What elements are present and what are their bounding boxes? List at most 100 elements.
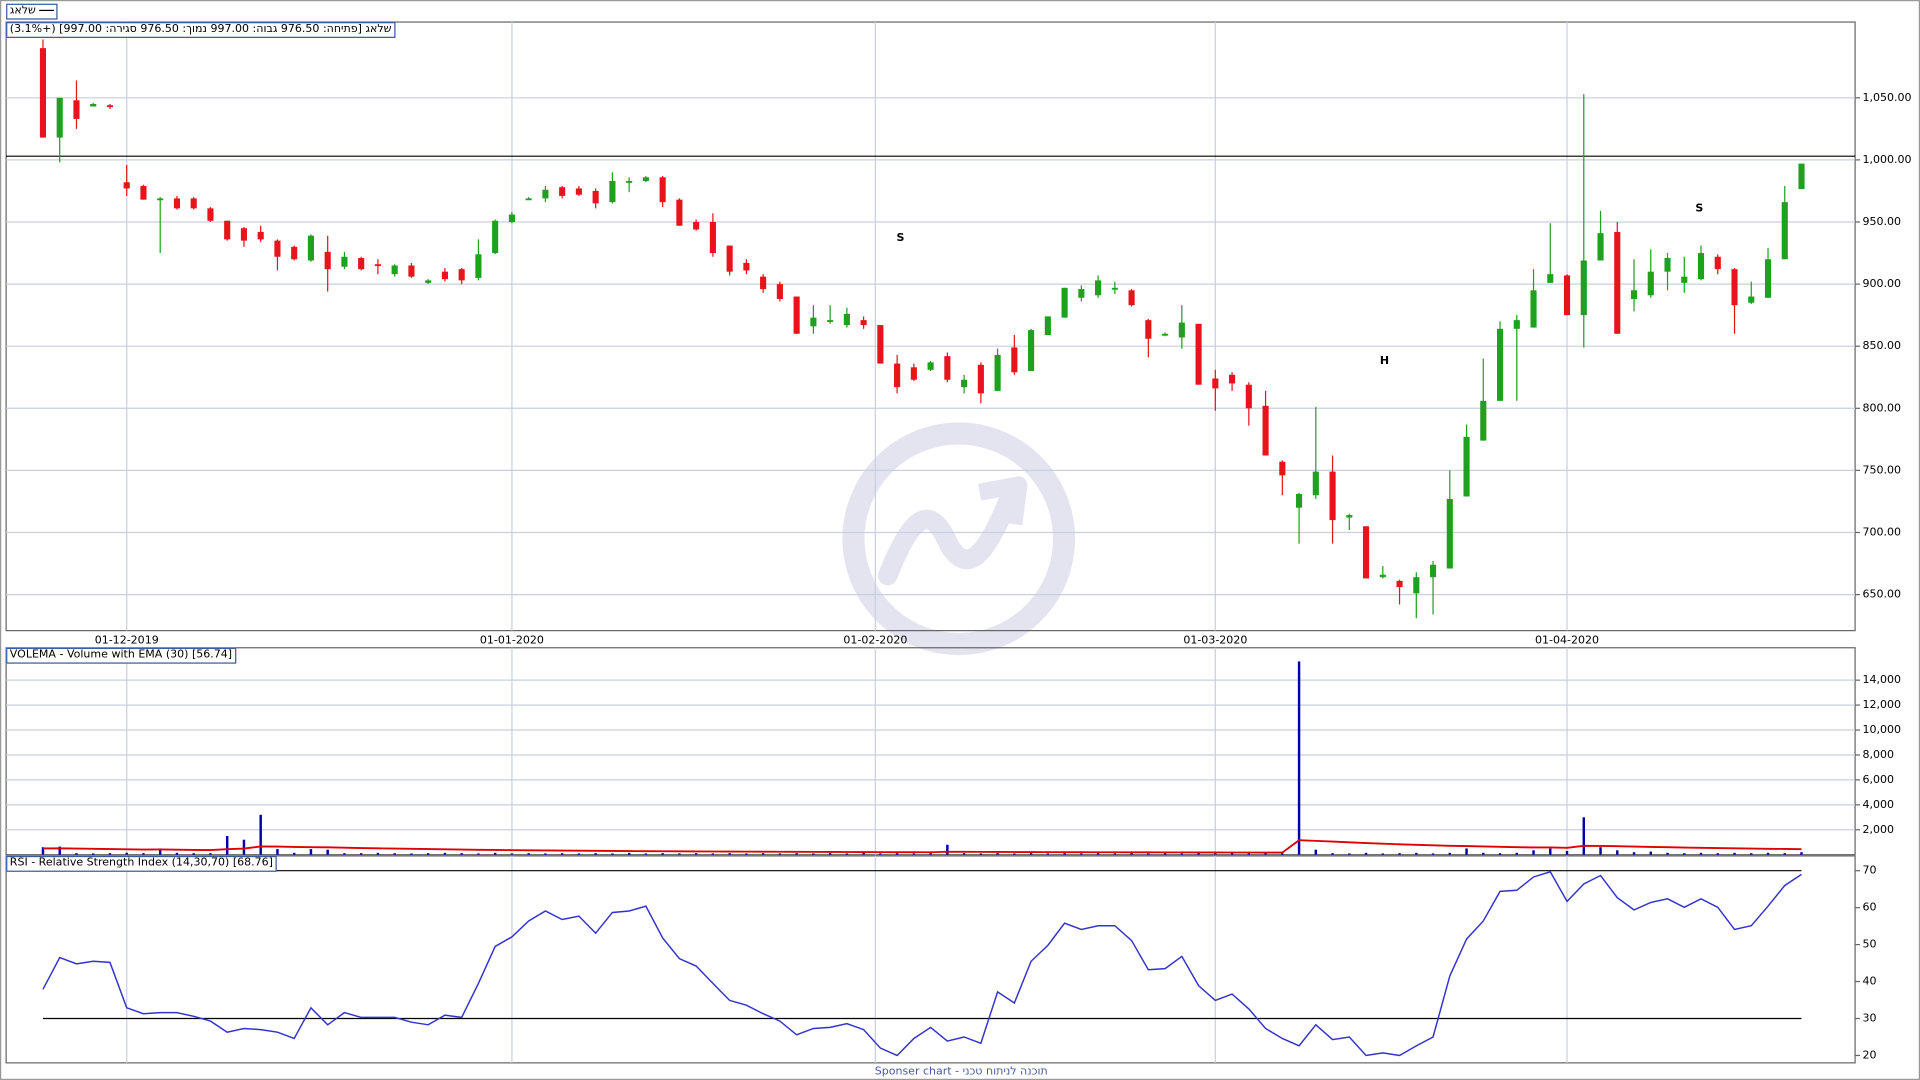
legend: שלאג xyxy=(6,3,58,20)
x-tick-label: 01-01-2020 xyxy=(480,633,544,646)
candle-body xyxy=(1162,333,1169,336)
candle-body xyxy=(1362,526,1370,579)
volume-panel xyxy=(5,647,1856,856)
volume-bar xyxy=(1281,853,1284,855)
y-tick-label: 800.00 xyxy=(1862,401,1901,414)
candle-body xyxy=(1262,405,1269,456)
volume-bar xyxy=(209,853,212,855)
rsi-line xyxy=(42,870,1802,1057)
candle-body xyxy=(391,265,398,275)
volume-bar xyxy=(929,853,932,855)
volume-bar xyxy=(1046,853,1050,855)
ema-line xyxy=(42,839,1802,854)
candle-body xyxy=(1128,290,1135,306)
volume-bar xyxy=(1683,853,1686,855)
volume-bar xyxy=(343,853,346,855)
candle-body xyxy=(475,254,482,278)
volume-bar xyxy=(845,853,849,855)
volume-bar xyxy=(1113,853,1117,855)
volume-bar xyxy=(761,853,765,855)
volume-bar xyxy=(175,852,179,855)
annotation: H xyxy=(1380,354,1389,367)
volume-bar xyxy=(1632,852,1636,855)
candle-body xyxy=(90,104,97,107)
candle-body xyxy=(1346,515,1353,518)
volume-bar xyxy=(225,835,229,855)
annotation: S xyxy=(1695,201,1703,214)
volume-bar xyxy=(58,846,61,855)
volume-bar xyxy=(1348,853,1351,855)
candle-body xyxy=(626,181,633,183)
volume-bar xyxy=(1549,848,1552,855)
volume-bar xyxy=(1297,661,1301,855)
volume-bar xyxy=(711,853,715,855)
candle-body xyxy=(1446,498,1453,569)
volume-bar xyxy=(1314,849,1318,855)
volume-bar xyxy=(242,839,246,855)
volume-bar xyxy=(1180,853,1184,855)
volume-bar xyxy=(41,847,45,855)
volume-bar xyxy=(1415,852,1418,855)
volume-bar xyxy=(510,853,514,855)
candle-body xyxy=(1714,256,1721,270)
volume-bar xyxy=(1364,852,1368,855)
volume-bar xyxy=(1532,850,1535,855)
candle-body xyxy=(994,354,1001,391)
volume-bar xyxy=(410,853,413,855)
candle-body xyxy=(1011,347,1018,373)
y-tick-label: 750.00 xyxy=(1862,463,1901,476)
candle-body xyxy=(240,228,248,241)
volume-bar xyxy=(728,853,731,855)
volume-bar xyxy=(1013,853,1016,855)
candle-body xyxy=(1145,320,1152,339)
candle-body xyxy=(944,356,951,380)
candle-body xyxy=(1279,461,1286,476)
legend-swatch xyxy=(39,9,54,12)
candle-body xyxy=(693,222,700,230)
candle-body xyxy=(1396,580,1403,588)
x-tick-label: 01-12-2019 xyxy=(95,633,159,646)
candle-body xyxy=(106,105,114,108)
volume-bar xyxy=(1666,852,1669,855)
candle-body xyxy=(1463,436,1470,497)
volume-bar xyxy=(678,853,681,855)
watermark xyxy=(842,422,1076,656)
volume-bar xyxy=(91,853,95,855)
candle-body xyxy=(1379,574,1386,578)
candle-body xyxy=(307,235,314,261)
candle-body xyxy=(1731,269,1738,306)
volume-bar xyxy=(1247,853,1251,855)
footer: Sponser chart - תוכנה לניתוח טכני xyxy=(875,1064,1048,1077)
volume-bar xyxy=(1063,853,1066,855)
volume-bar xyxy=(75,853,78,855)
volume-bar xyxy=(1214,853,1217,855)
candle-body xyxy=(56,97,63,138)
volume-bar xyxy=(577,853,581,855)
candle-body xyxy=(1496,328,1504,401)
volume-bar xyxy=(276,849,279,855)
candle-body xyxy=(1111,287,1118,290)
candle-body xyxy=(525,198,532,201)
y-tick-label: 30 xyxy=(1862,1012,1876,1025)
volume-bar xyxy=(862,852,865,855)
y-tick-label: 12,000 xyxy=(1862,698,1901,711)
candle-body xyxy=(1614,231,1621,334)
rsi-title: RSI - Relative Strength Index (14,30,70)… xyxy=(6,855,277,872)
volume-title: VOLEMA - Volume with EMA (30) [56.74] xyxy=(6,647,236,664)
candle-body xyxy=(1229,374,1236,384)
candle-body xyxy=(1061,287,1068,318)
volume-bar xyxy=(1783,853,1786,855)
volume-bar xyxy=(962,853,966,855)
volume-bar xyxy=(1800,852,1803,855)
candle-body xyxy=(1312,471,1319,496)
volume-bar xyxy=(611,853,614,855)
candle-body xyxy=(1547,274,1554,283)
x-tick-label: 01-02-2020 xyxy=(843,633,907,646)
volume-bar xyxy=(443,852,447,855)
volume-bar xyxy=(1163,853,1167,855)
volume-bar xyxy=(1147,853,1150,855)
volume-bar xyxy=(527,853,530,855)
volume-bar xyxy=(661,853,664,855)
candle-body xyxy=(642,177,649,182)
